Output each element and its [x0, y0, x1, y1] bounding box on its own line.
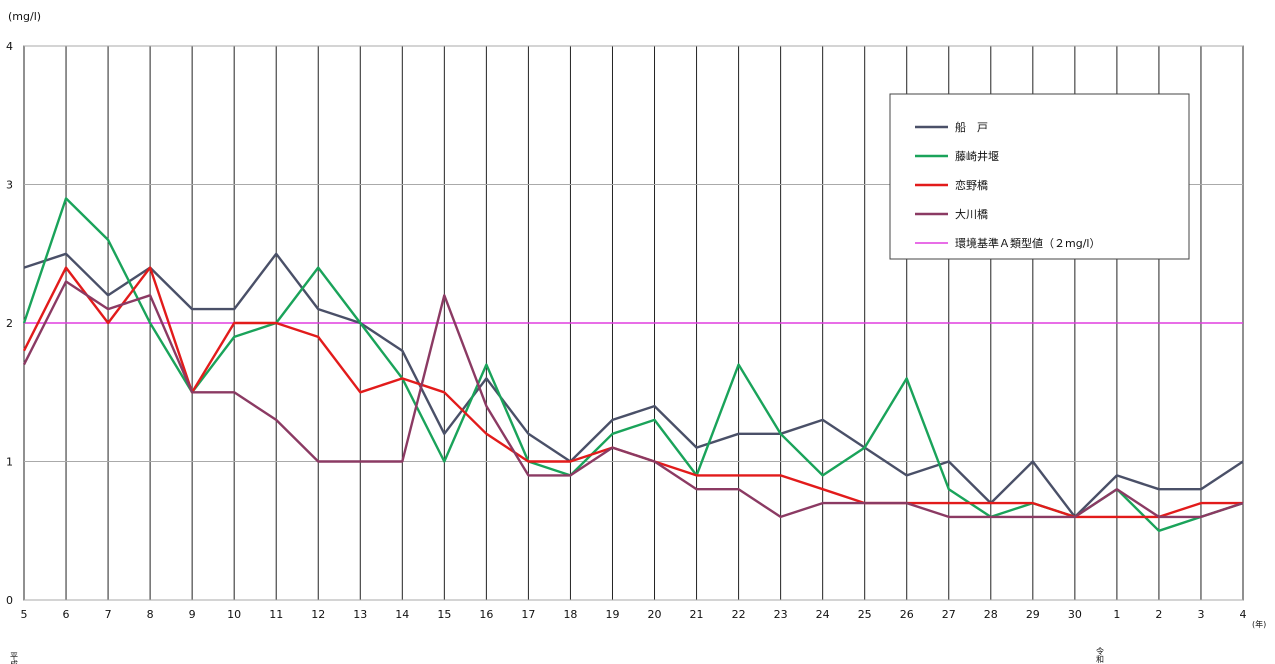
x-tick-label: 2 [1155, 608, 1162, 621]
x-tick-label: 3 [1197, 608, 1204, 621]
x-tick-label: 4 [1240, 608, 1247, 621]
y-tick-label: 4 [6, 40, 13, 53]
x-tick-label: 28 [984, 608, 998, 621]
series-line-4 [22, 280, 1244, 519]
y-tick-label: 3 [6, 179, 13, 192]
x-tick-label: 19 [605, 608, 619, 621]
x-tick-label: 22 [732, 608, 746, 621]
x-tick-label: 16 [479, 608, 493, 621]
x-tick-label: 9 [189, 608, 196, 621]
x-axis-unit-label: (年) [1252, 619, 1266, 629]
x-tick-label: 15 [437, 608, 451, 621]
x-tick-label: 7 [105, 608, 112, 621]
x-tick-label: 11 [269, 608, 283, 621]
legend-label: 藤崎井堰 [955, 149, 999, 163]
x-tick-label: 21 [690, 608, 704, 621]
y-tick-label: 2 [6, 317, 13, 330]
x-tick-label: 30 [1068, 608, 1082, 621]
x-tick-label: 13 [353, 608, 367, 621]
legend-label: 船 戸 [955, 120, 988, 134]
axes: 5 6 7 8 9 10 11 12 13 14 15 16 17 18 19 20 21 22 23 24 25 26 2… [6, 40, 1247, 621]
x-tick-label: 1 [1113, 608, 1120, 621]
x-tick-label: 20 [648, 608, 662, 621]
legend-label: 恋野橋 [955, 178, 988, 192]
x-tick-label: 10 [227, 608, 241, 621]
series-line-1 [23, 252, 1244, 519]
x-tick-label: 8 [147, 608, 154, 621]
legend-label: 大川橋 [955, 207, 988, 221]
x-tick-label: 26 [900, 608, 914, 621]
x-tick-label: 5 [21, 608, 28, 621]
y-tick-label: 1 [6, 456, 13, 469]
series-lines [22, 197, 1244, 532]
y-tick-label: 0 [6, 594, 13, 607]
x-tick-label: 6 [63, 608, 70, 621]
x-tick-label: 18 [563, 608, 577, 621]
era-label-reiwa: 令和 [1096, 646, 1105, 664]
x-tick-label: 23 [774, 608, 788, 621]
x-tick-label: 17 [521, 608, 535, 621]
x-tick-label: 27 [942, 608, 956, 621]
legend-label: 環境基準Ａ類型値（２mg/l） [955, 236, 1100, 250]
x-tick-label: 29 [1026, 608, 1040, 621]
x-tick-label: 25 [858, 608, 872, 621]
x-tick-label: 12 [311, 608, 325, 621]
era-label-heisei: 平成 [10, 652, 19, 664]
x-tick-label: 14 [395, 608, 409, 621]
x-tick-label: 24 [816, 608, 830, 621]
y-axis-unit-label: (mg/l) [8, 10, 41, 23]
legend-box [889, 93, 1190, 260]
